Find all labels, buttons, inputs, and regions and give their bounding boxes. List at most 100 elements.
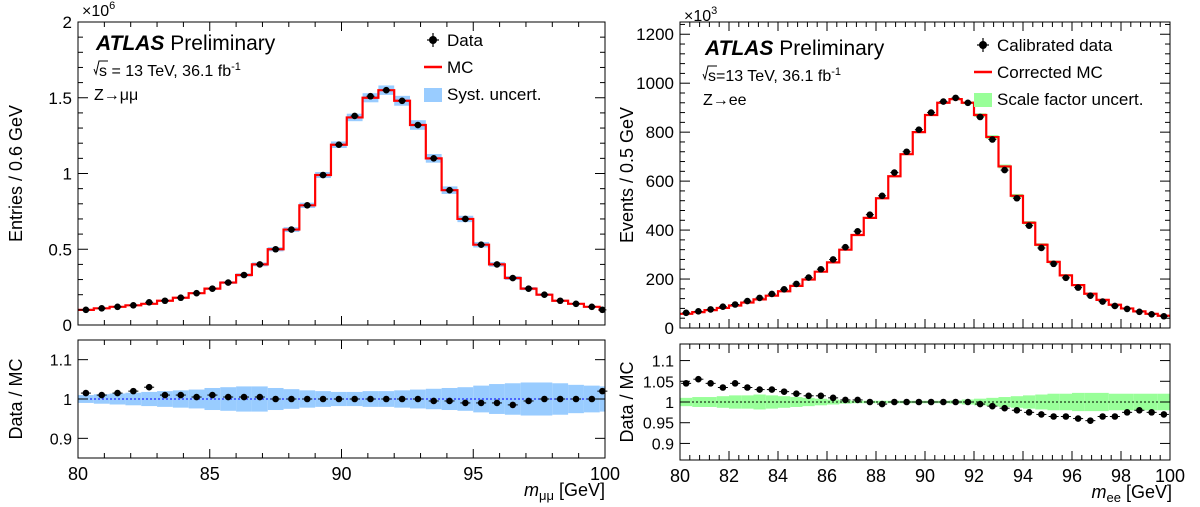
panel2-data-point-8 <box>780 286 788 293</box>
panel2-data-point-18 <box>903 148 910 156</box>
panel2-band-bin-34 <box>1096 392 1109 412</box>
panel2-ratio-y-tick-label: 0.9 <box>652 436 674 453</box>
panel1-data-point-7 <box>193 289 200 297</box>
panel1-band-bin-4 <box>141 391 158 407</box>
panel1-data-point-10 <box>240 271 248 279</box>
panel1-ratio-y-tick-label: 0.9 <box>50 431 72 448</box>
panel2-data-point-5 <box>744 297 751 305</box>
panel1-data-point-4 <box>145 298 153 306</box>
panel2-x-tick-label: 80 <box>670 466 690 486</box>
panel1-ratio-point-12 <box>272 395 279 403</box>
panel2-band-bin-35 <box>1108 393 1121 411</box>
panel1-data-point-19 <box>382 86 390 94</box>
panel2-ratio-point-20 <box>927 398 935 406</box>
panel1-ratio-point-11 <box>256 393 264 401</box>
panel2-ratio-point-12 <box>829 394 837 402</box>
panel1-ratio-point-7 <box>193 393 200 401</box>
panel2-atlas-label: ATLAS Preliminary <box>704 37 885 60</box>
panel1-data-point-26 <box>493 261 501 268</box>
panel2-data-point-14 <box>854 228 861 235</box>
panel1-ratio-point-31 <box>572 395 580 403</box>
panel2-band-bin-2 <box>704 397 717 407</box>
panel2-legend-mc-label: Corrected MC <box>997 63 1103 82</box>
panel1-ratio-point-1 <box>98 391 106 399</box>
panel2-data-point-13 <box>842 243 849 251</box>
panel2-data-points <box>682 94 1168 320</box>
panel1-band-bin-8 <box>204 387 221 411</box>
panel1-data-point-1 <box>98 305 106 312</box>
panel2-x-tick-label: 82 <box>719 466 739 486</box>
panel2-energy-lumi-label: s=13 TeV, 36.1 fb-1 <box>708 66 841 85</box>
panel2-data-point-15 <box>866 211 874 218</box>
panel2-data-point-38 <box>1148 310 1155 318</box>
panel2-band-bin-32 <box>1072 392 1085 412</box>
panel1-ratio-point-4 <box>145 383 153 391</box>
panel2-data-point-34 <box>1099 298 1106 305</box>
panel1-channel-label: Z→μμ <box>94 87 138 104</box>
panel2-x-axis-label: mee [GeV] <box>1092 482 1173 505</box>
panel2-legend-band-label: Scale factor uncert. <box>997 90 1143 109</box>
panel2-data-point-19 <box>915 126 923 134</box>
panel1-legend-data-label: Data <box>447 31 483 50</box>
panel1-ratio-point-33 <box>599 387 606 395</box>
panel1-ratio-point-23 <box>446 397 453 405</box>
panel1-atlas-label: ATLAS Preliminary <box>95 32 276 55</box>
panel2-ratio-point-38 <box>1148 409 1155 416</box>
panel2-data-point-37 <box>1136 308 1143 316</box>
panel2-ratio-point-33 <box>1087 417 1094 424</box>
panel1-ratio-point-18 <box>367 395 374 403</box>
panel2-x-tick-label: 84 <box>768 466 788 486</box>
panel2-legend-data-label: Calibrated data <box>997 36 1113 55</box>
panel2-x-tick-label: 94 <box>1013 466 1033 486</box>
panel1-ratio-y-tick-label: 1 <box>63 392 72 409</box>
panel1-ratio-point-21 <box>414 395 422 403</box>
panel2-ratio-y-axis-label: Data / MC <box>617 361 637 442</box>
panel2-band-bin-3 <box>716 396 729 408</box>
panel2-ratio-point-8 <box>780 388 788 395</box>
panel1-ratio-point-32 <box>588 395 596 403</box>
panel2-ratio-y-tick-label: 1 <box>665 395 674 412</box>
panel1-data-point-17 <box>351 112 358 120</box>
panel2-band-bin-33 <box>1084 392 1097 412</box>
panel2-x-tick-label: 98 <box>1111 466 1131 486</box>
panel1-ratio-point-24 <box>462 399 469 407</box>
panel1-ratio-point-25 <box>477 399 485 407</box>
panel2-data-point-27 <box>1013 194 1021 202</box>
panel1-data-point-30 <box>556 297 564 305</box>
panel1-x-tick-label: 90 <box>331 464 351 484</box>
panel1-ratio-point-17 <box>351 395 358 403</box>
panel2-ratio-point-25 <box>989 402 996 410</box>
panel1-ratio-point-10 <box>240 393 248 401</box>
panel1-ratio-point-5 <box>161 391 169 399</box>
panel2-data-point-26 <box>1001 166 1008 174</box>
panel2-ratio-point-22 <box>952 398 959 406</box>
panel1-ratio-point-8 <box>209 391 216 399</box>
panel2-ratio-point-27 <box>1013 406 1021 414</box>
panel1-ratio-point-29 <box>541 395 548 403</box>
panel1-data-point-25 <box>477 241 485 249</box>
panel1-data-point-0 <box>82 306 90 314</box>
panel2-data-point-11 <box>817 265 825 273</box>
panel1-band-bin-1 <box>93 394 110 404</box>
panel2-x-tick-label: 90 <box>915 466 935 486</box>
panel2-data-point-12 <box>829 256 837 263</box>
panel2-data-point-23 <box>964 99 972 107</box>
panel2-data-point-2 <box>707 306 714 313</box>
panel2-ratio-point-14 <box>854 396 861 404</box>
panel1-data-point-11 <box>256 261 264 268</box>
panel1-ratio-point-27 <box>509 401 517 409</box>
panel2-data-point-29 <box>1038 244 1045 252</box>
panel2-data-point-33 <box>1087 292 1094 299</box>
panel1-ratio-point-13 <box>288 395 295 403</box>
panel2-y-axis-multiplier: ×103 <box>684 5 717 25</box>
panel1-data-point-22 <box>430 155 438 162</box>
chart-panel-1: 80 85 90 95 100 0 0.5 1 1.5 2 0.9 1 1.1 Entries / 0.6… <box>6 0 620 503</box>
panel2-data-point-16 <box>878 192 886 200</box>
panel1-x-tick-label: 80 <box>68 464 88 484</box>
panel1-data-point-6 <box>177 294 185 302</box>
panel1-data-point-9 <box>224 279 232 286</box>
panel1-x-tick-label: 95 <box>463 464 483 484</box>
panel2-ratio-point-31 <box>1062 413 1070 420</box>
panel2-y-tick-label: 600 <box>646 172 674 191</box>
panel1-data-point-21 <box>414 121 422 129</box>
